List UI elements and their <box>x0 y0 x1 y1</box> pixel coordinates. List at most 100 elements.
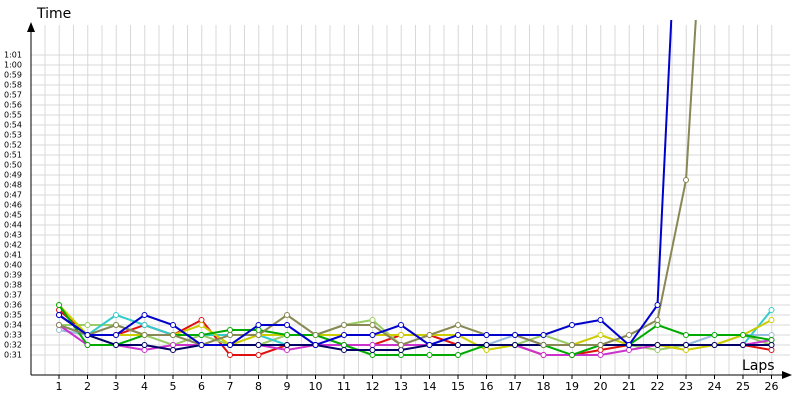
y-tick-label: 0:44 <box>4 221 22 230</box>
y-tick-label: 1:00 <box>4 61 22 70</box>
point <box>683 177 689 183</box>
point <box>198 342 205 348</box>
point <box>198 332 205 338</box>
point <box>426 352 433 358</box>
point <box>768 317 775 323</box>
point <box>170 342 176 348</box>
point <box>170 332 176 338</box>
point <box>398 322 404 328</box>
y-tick-label: 0:40 <box>4 261 22 270</box>
y-tick-label: 0:37 <box>4 291 22 300</box>
x-arrow <box>782 371 792 379</box>
x-tick-label: 1 <box>56 380 63 393</box>
point <box>768 337 775 343</box>
point <box>654 302 661 308</box>
point <box>113 332 119 338</box>
y-tick-label: 0:53 <box>4 131 22 140</box>
point <box>683 342 689 348</box>
point <box>227 327 233 333</box>
point <box>284 347 290 353</box>
point <box>227 342 233 348</box>
point <box>84 332 91 338</box>
point <box>426 342 433 348</box>
series-line <box>58 20 697 347</box>
point <box>654 322 661 328</box>
point <box>569 322 575 328</box>
point <box>597 352 604 358</box>
point <box>56 327 62 333</box>
point <box>398 342 404 348</box>
point <box>369 332 376 338</box>
point <box>369 342 376 348</box>
x-tick-label: 26 <box>765 380 779 393</box>
point <box>227 352 233 358</box>
point <box>654 317 661 323</box>
point <box>198 322 205 328</box>
x-tick-label: 9 <box>284 380 291 393</box>
x-tick-label: 21 <box>622 380 636 393</box>
x-tick-label: 19 <box>565 380 579 393</box>
point <box>683 347 689 353</box>
point <box>597 347 604 353</box>
point <box>341 322 347 328</box>
x-tick-label: 22 <box>651 380 665 393</box>
point <box>141 347 148 353</box>
point <box>597 342 604 348</box>
series-line <box>58 314 772 352</box>
point <box>284 342 290 348</box>
y-tick-label: 0:56 <box>4 101 22 110</box>
point <box>170 322 176 328</box>
point <box>255 322 262 328</box>
point <box>654 347 661 353</box>
point <box>84 322 91 328</box>
point <box>455 322 461 328</box>
y-tick-label: 0:39 <box>4 271 22 280</box>
y-tick-label: 0:51 <box>4 151 22 160</box>
point <box>483 342 490 348</box>
point <box>284 332 290 338</box>
x-tick-label: 4 <box>141 380 148 393</box>
point <box>455 342 461 348</box>
y-tick-label: 0:50 <box>4 161 22 170</box>
point <box>84 342 91 348</box>
point <box>768 347 775 353</box>
x-tick-label: 8 <box>255 380 262 393</box>
point <box>227 332 233 338</box>
point <box>540 342 547 348</box>
x-tick-label: 15 <box>451 380 465 393</box>
point <box>483 347 490 353</box>
x-tick-label: 17 <box>508 380 522 393</box>
point <box>711 342 718 348</box>
point <box>597 332 604 338</box>
point <box>398 352 404 358</box>
y-tick-label: 0:45 <box>4 211 22 220</box>
point <box>141 342 148 348</box>
x-axis-label: Laps <box>742 358 775 374</box>
y-tick-label: 1:01 <box>4 51 22 60</box>
point <box>369 322 376 328</box>
point <box>113 342 119 348</box>
x-tick-label: 12 <box>366 380 380 393</box>
y-tick-label: 0:36 <box>4 301 22 310</box>
point <box>284 312 290 318</box>
point <box>255 352 262 358</box>
point <box>483 332 490 338</box>
x-tick-label: 7 <box>227 380 234 393</box>
point <box>768 342 775 348</box>
point <box>569 342 575 348</box>
point <box>540 352 547 358</box>
y-tick-label: 0:54 <box>4 121 22 130</box>
point <box>768 332 775 338</box>
x-tick-label: 6 <box>198 380 205 393</box>
point <box>284 322 290 328</box>
point <box>56 322 62 328</box>
point <box>398 347 404 353</box>
point <box>341 332 347 338</box>
y-tick-label: 0:49 <box>4 171 22 180</box>
y-tick-label: 0:42 <box>4 241 22 250</box>
series-line <box>58 304 772 357</box>
x-tick-label: 18 <box>537 380 551 393</box>
point <box>369 317 376 323</box>
y-tick-label: 0:52 <box>4 141 22 150</box>
y-axis-label: Time <box>36 6 71 22</box>
